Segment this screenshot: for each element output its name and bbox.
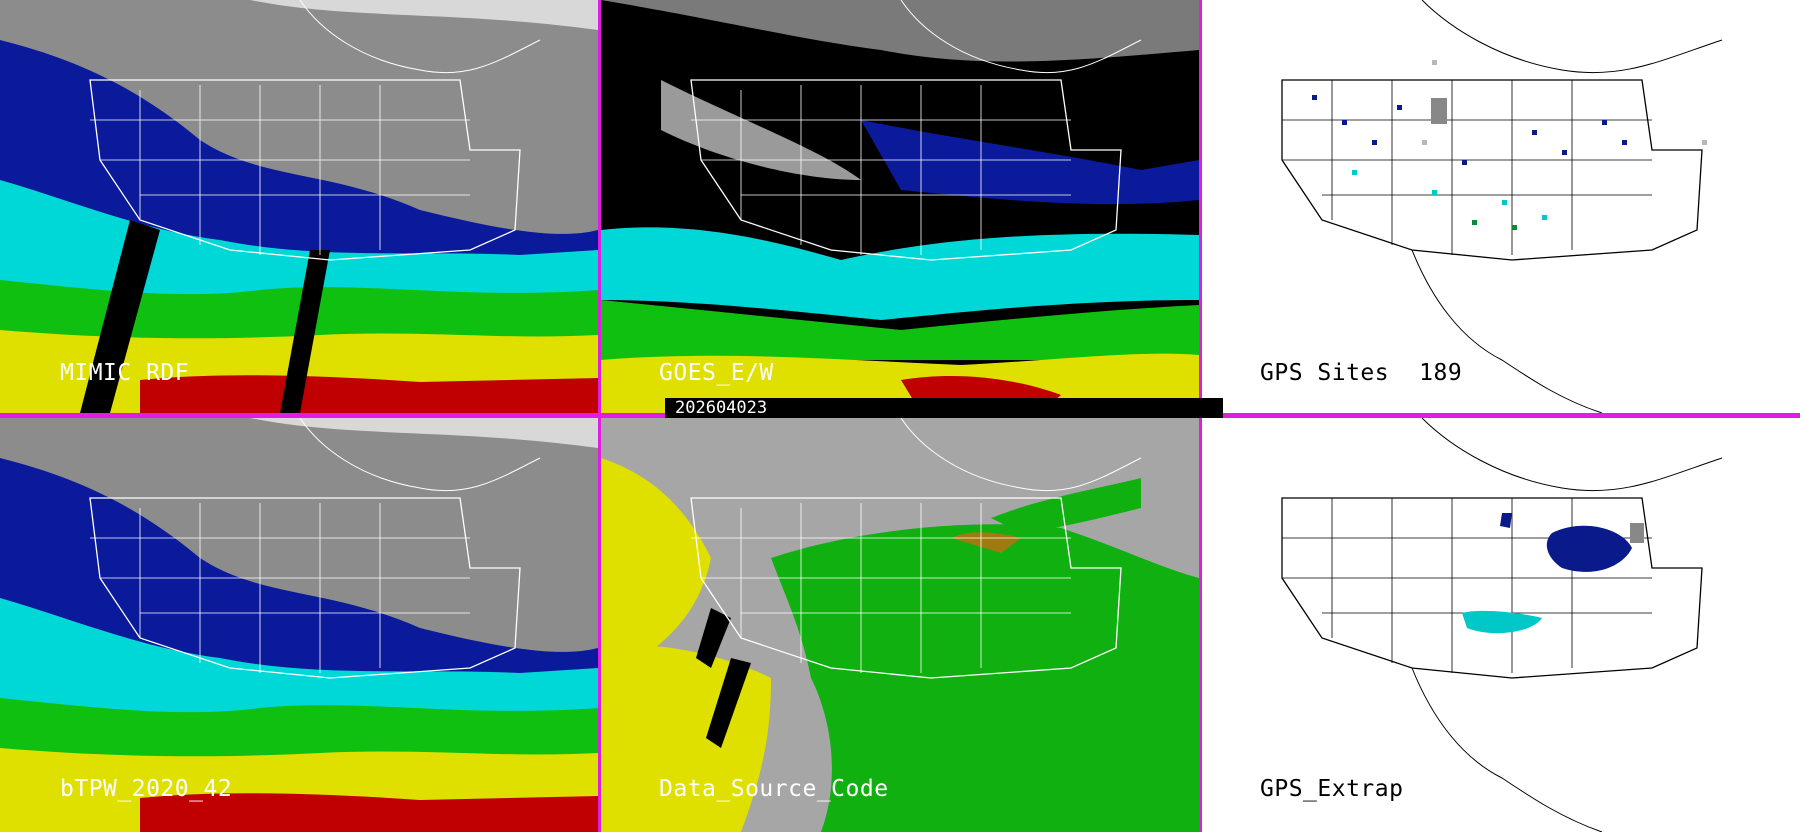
panel-goes-ew: GOES_E/W	[601, 0, 1199, 413]
mimic-tpw-map	[0, 0, 598, 413]
panel-label-gps-extrap: GPS_Extrap	[1260, 776, 1404, 802]
panel-label-goes: GOES_E/W	[659, 360, 774, 386]
gps-extrap-map	[1202, 418, 1800, 832]
panel-gps-sites: GPS Sites 189	[1202, 0, 1800, 413]
panel-gps-extrap: GPS_Extrap	[1202, 418, 1800, 832]
panel-label-btpw: bTPW_2020_42	[60, 776, 233, 802]
data-source-map	[601, 418, 1199, 832]
panel-mimic-rdf: MIMIC RDF	[0, 0, 598, 413]
goes-tpw-map	[601, 0, 1199, 413]
gps-sites-map	[1202, 0, 1800, 413]
timestamp-bar: 202604023	[665, 398, 1223, 418]
site-marker-group	[1312, 60, 1707, 230]
gps-sites-count: 189	[1419, 360, 1463, 386]
panel-label-data-source: Data_Source_Code	[659, 776, 889, 802]
panel-data-source-code: Data_Source_Code	[601, 418, 1199, 832]
panel-label-gps-sites: GPS Sites 189	[1260, 360, 1462, 386]
panel-btpw: bTPW_2020_42	[0, 418, 598, 832]
panel-label-mimic: MIMIC RDF	[60, 360, 190, 386]
gps-sites-title: GPS Sites	[1260, 360, 1390, 386]
btpw-map	[0, 418, 598, 832]
